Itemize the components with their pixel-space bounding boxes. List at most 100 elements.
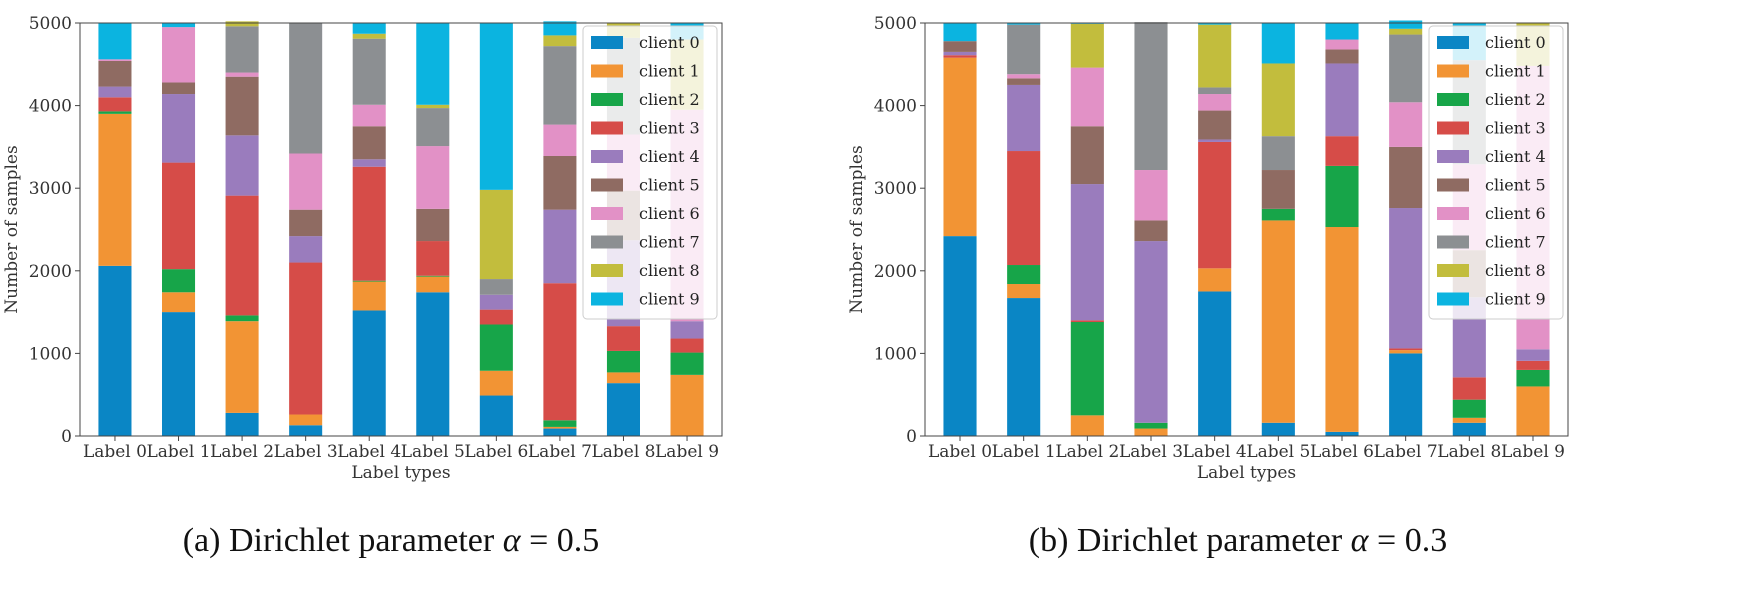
bar-segment-label-2-client-5 [225,76,259,136]
bar-segment-label-5-client-0 [1261,422,1295,436]
bar-segment-label-4-client-4 [352,159,386,167]
bar-segment-label-7-client-8 [1389,28,1423,35]
bar-segment-label-7-client-0 [1389,353,1423,436]
figure-caption: (a) Dirichlet parameter α = 0.5 [183,522,600,559]
bar-segment-label-2-client-6 [1070,67,1104,127]
bar-segment-label-5-client-1 [416,276,450,293]
bar-segment-label-7-client-9 [543,21,577,36]
bar-segment-label-2-client-4 [1070,184,1104,321]
y-tick-label: 4000 [874,97,917,117]
bar-segment-label-3-client-4 [289,236,323,263]
bar-segment-label-7-client-2 [543,420,577,427]
x-tick-label: Label 5 [1246,442,1310,462]
legend-swatch [591,36,623,49]
bar-segment-label-6-client-6 [1325,39,1359,50]
legend-entry-label: client 3 [639,119,700,138]
x-tick-label: Label 3 [1119,442,1183,462]
bar-segment-label-7-client-3 [543,283,577,421]
legend-entry-label: client 5 [639,176,700,195]
bar-segment-label-9-client-2 [670,352,704,375]
y-axis-label: Number of samples [2,145,22,313]
legend-swatch [1437,292,1469,306]
bar-segment-label-0-client-3 [943,55,977,58]
x-axis: Label 0 Label 1 Label 2 Label 3 Label 4 Label… [83,436,719,462]
bar-segment-label-0-client-3 [98,97,132,112]
x-tick-label: Label 8 [591,442,655,462]
bar-segment-label-4-client-7 [1198,87,1232,95]
bar-segment-label-2-client-6 [225,72,259,77]
bar-segment-label-8-client-2 [1452,399,1486,418]
figure-caption: (b) Dirichlet parameter α = 0.3 [1029,522,1447,559]
x-tick-label: Label 7 [528,442,592,462]
legend-entry-label: client 7 [639,233,700,252]
bar-segment-label-7-client-3 [1389,348,1423,351]
y-tick-label: 5000 [874,14,917,34]
bar-segment-label-0-client-2 [98,111,132,114]
bar-segment-label-5-client-7 [1261,136,1295,171]
bar-segment-label-0-client-0 [943,236,977,436]
bar-segment-label-9-client-4 [1516,349,1550,361]
bar-segment-label-7-client-9 [1389,20,1423,29]
x-tick-label: Label 1 [147,442,211,462]
bar-segment-label-1-client-5 [1007,78,1041,85]
bar-segment-label-7-client-4 [543,209,577,284]
bar-segment-label-5-client-2 [416,275,450,277]
bar-segment-label-4-client-0 [352,310,386,436]
bar-segment-label-7-client-7 [543,46,577,125]
x-tick-label: Label 0 [83,442,147,462]
legend-entry-label: client 2 [639,90,700,109]
bar-segment-label-5-client-9 [416,23,450,105]
legend-swatch [591,93,623,106]
legend-swatch [1437,178,1469,192]
y-axis: 0 1000 2000 3000 4000 5000 [29,14,80,447]
legend-entry-label: client 7 [1485,233,1546,252]
bar-segment-label-7-client-8 [543,35,577,47]
bar-segment-label-6-client-4 [1325,63,1359,137]
legend-swatch [1437,264,1469,277]
y-tick-label: 3000 [874,179,917,199]
y-tick-label: 0 [906,427,917,447]
legend-swatch [1437,121,1469,135]
legend-swatch [591,292,623,306]
bar-segment-label-3-client-6 [1134,170,1168,221]
bar-segment-label-2-client-8 [225,21,259,27]
bar-segment-label-2-client-1 [225,321,259,413]
bar-segment-label-8-client-3 [1452,377,1486,400]
bar-segment-label-8-client-1 [606,372,640,384]
bar-segment-label-8-client-2 [606,350,640,373]
legend-swatch [591,264,623,277]
x-tick-label: Label 9 [655,442,719,462]
bar-segment-label-8-client-0 [606,383,640,436]
x-tick-label: Label 5 [401,442,465,462]
bar-segment-label-0-client-0 [98,265,132,436]
bar-segment-label-6-client-4 [479,294,513,310]
legend-entry-label: client 9 [1485,290,1546,309]
bar-segment-label-7-client-4 [1389,208,1423,349]
y-tick-label: 3000 [29,179,72,199]
bar-segment-label-4-client-0 [1198,291,1232,436]
x-tick-label: Label 2 [210,442,274,462]
legend-entry-label: client 0 [639,33,700,52]
bar-segment-label-5-client-3 [416,241,450,276]
legend-entry-label: client 6 [1485,204,1546,223]
caption-alpha-symbol: α [1351,522,1370,559]
y-tick-label: 1000 [29,344,72,364]
bar-segment-label-0-client-1 [98,113,132,266]
legend-swatch [1437,64,1469,78]
legend: client 0 client 1 client 2 client 3 client 4… [582,25,718,320]
legend-entry-label: client 4 [1485,147,1546,166]
caption-prefix: (b) Dirichlet parameter [1029,522,1351,559]
bar-segment-label-4-client-6 [1198,94,1232,111]
bar-segment-label-2-client-7 [225,26,259,73]
bar-segment-label-9-client-1 [1516,386,1550,436]
legend-entry-label: client 1 [1485,62,1546,81]
bar-segment-label-1-client-6 [1007,74,1041,79]
bar-segment-label-5-client-5 [416,208,450,242]
bar-segment-label-5-client-8 [1261,63,1295,137]
legend-swatch [1437,150,1469,163]
bar-segment-label-4-client-3 [352,166,386,281]
bar-segment-label-1-client-4 [1007,84,1041,152]
bar-segment-label-8-client-0 [1452,422,1486,436]
bar-segment-label-1-client-5 [162,82,196,95]
bar-segment-label-1-client-1 [162,292,196,313]
